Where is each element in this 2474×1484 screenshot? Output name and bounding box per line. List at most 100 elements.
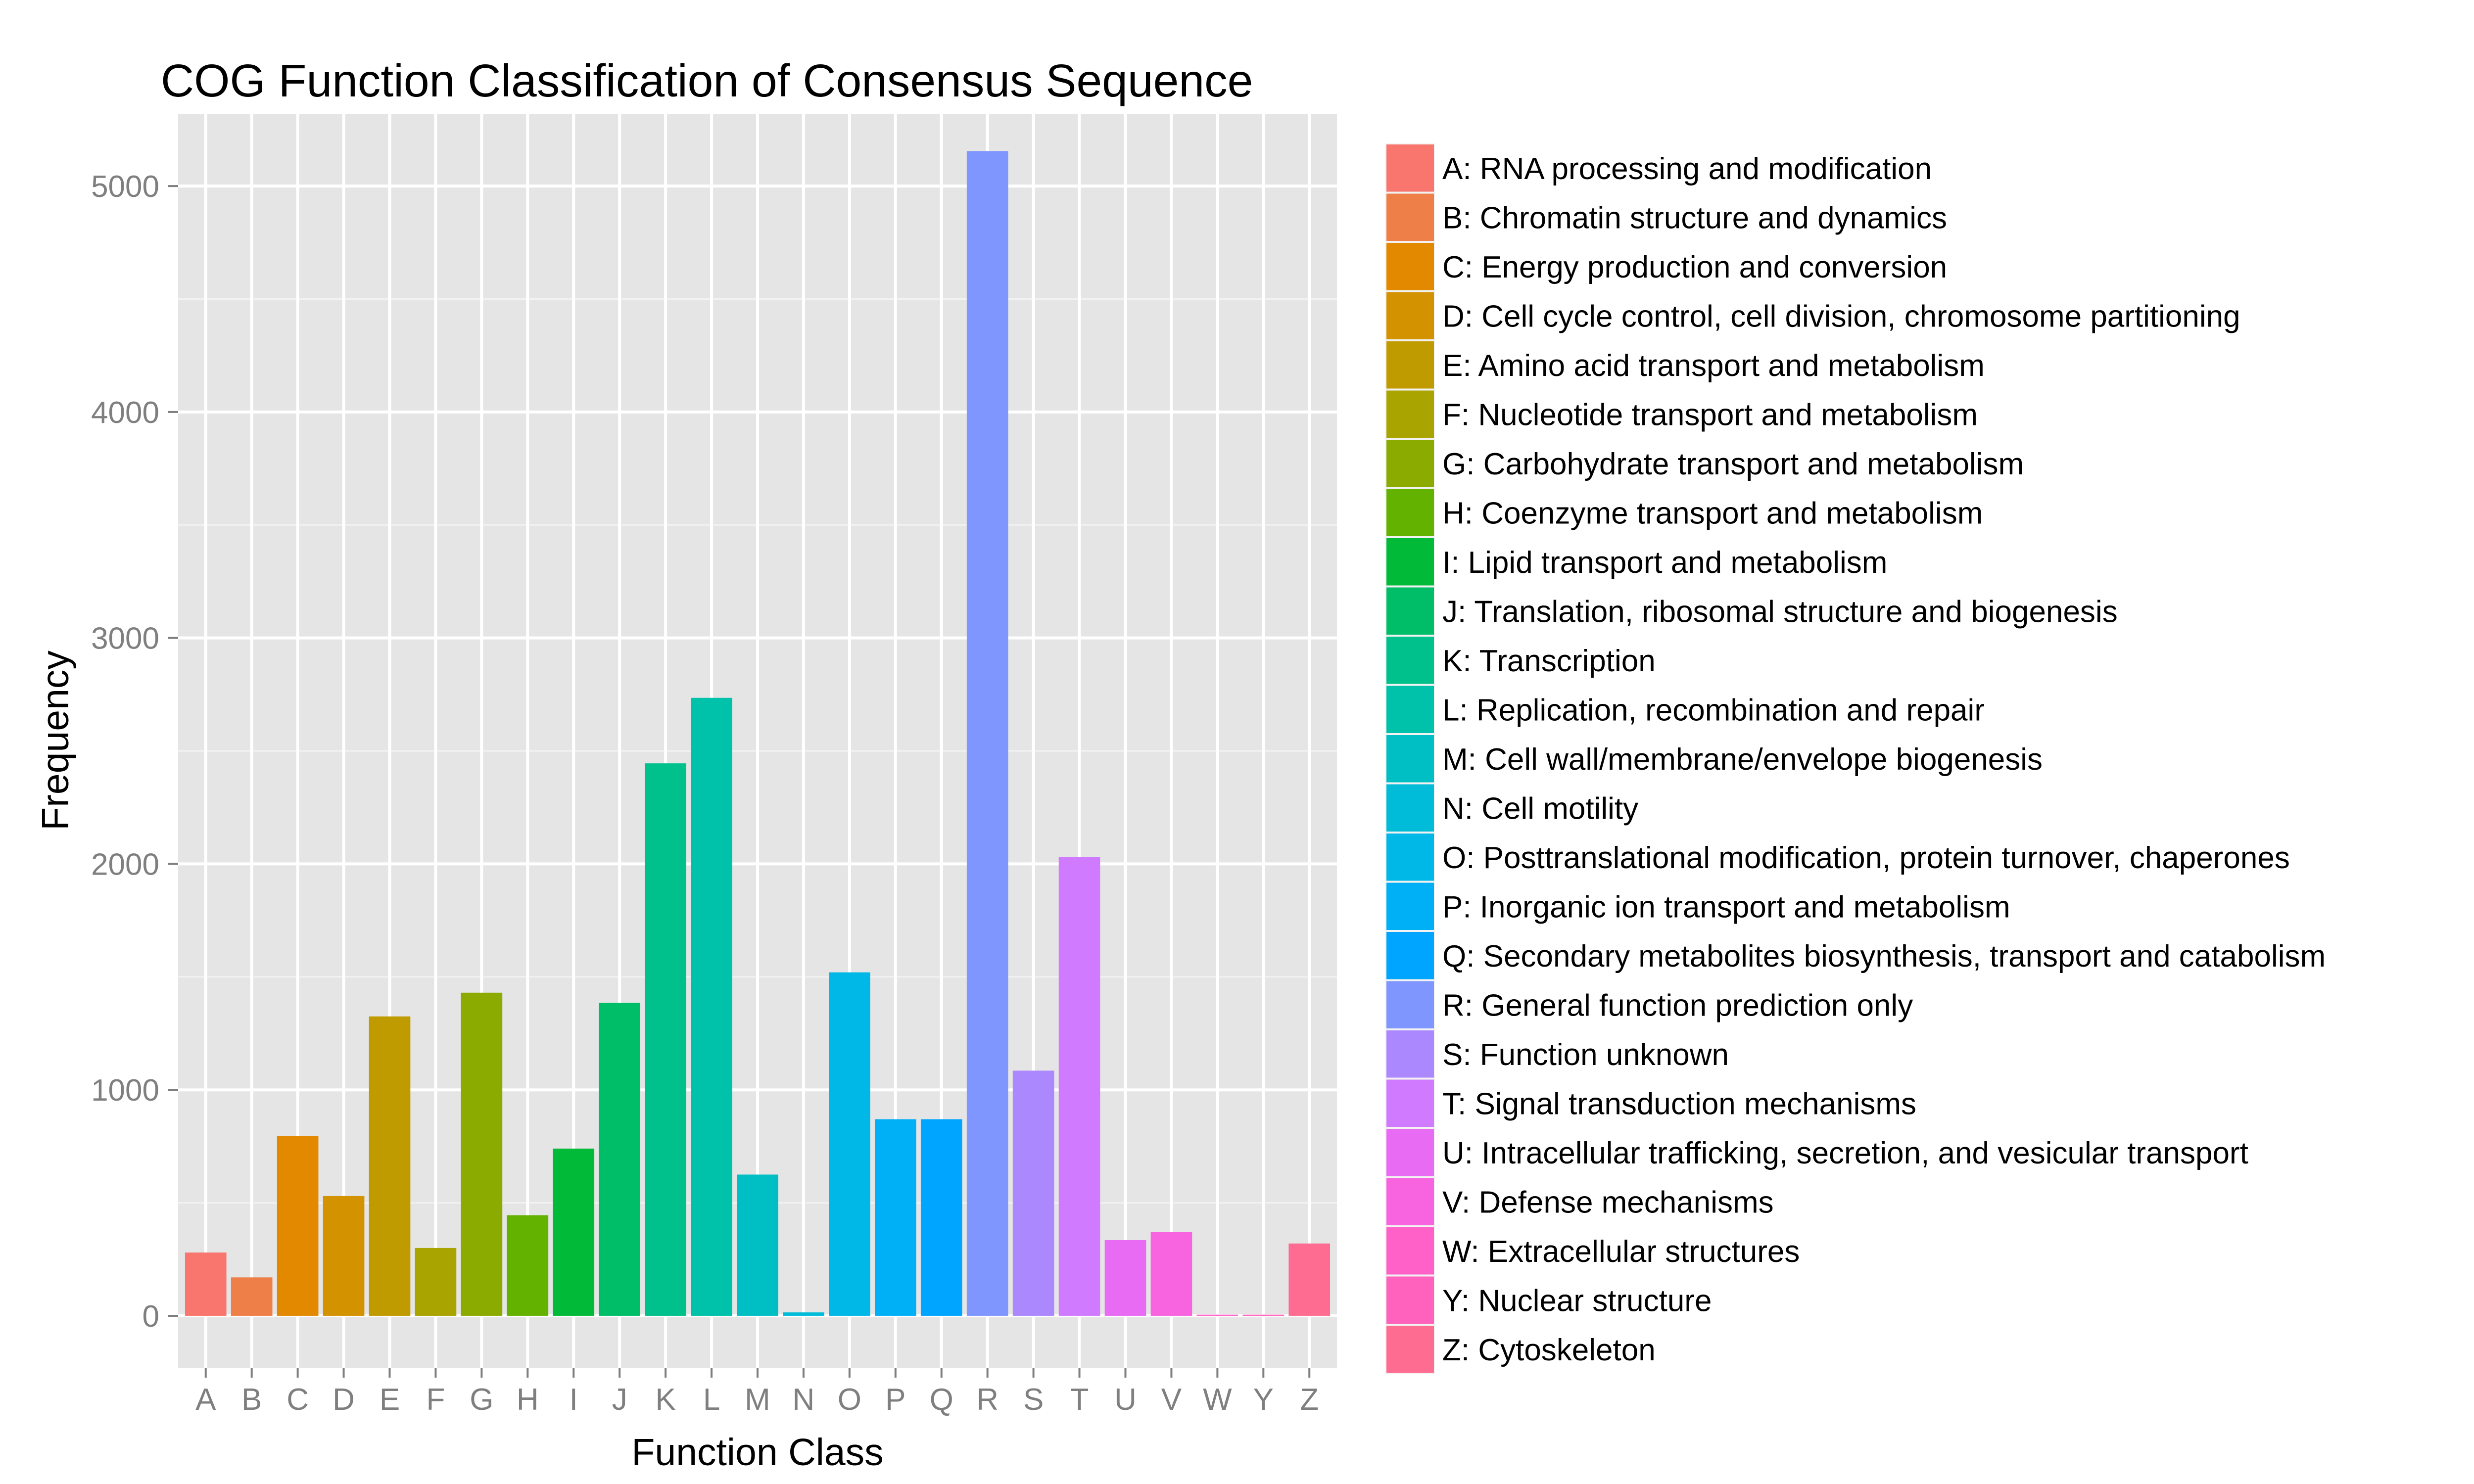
legend-label: G: Carbohydrate transport and metabolism bbox=[1442, 447, 2024, 481]
legend-key-I bbox=[1386, 538, 1434, 586]
bar-I bbox=[553, 1148, 595, 1316]
legend-key-C bbox=[1386, 243, 1434, 290]
legend-label: L: Replication, recombination and repair bbox=[1442, 693, 1985, 727]
x-tick-label: D bbox=[333, 1383, 355, 1417]
legend-label: S: Function unknown bbox=[1442, 1038, 1729, 1072]
x-tick-label: B bbox=[241, 1383, 262, 1417]
legend-label: I: Lipid transport and metabolism bbox=[1442, 546, 1887, 580]
bar-P bbox=[874, 1119, 916, 1316]
bar-V bbox=[1150, 1232, 1192, 1316]
x-tick-label: Y bbox=[1253, 1383, 1274, 1417]
legend-label: H: Coenzyme transport and metabolism bbox=[1442, 496, 1983, 530]
legend-key-V bbox=[1386, 1178, 1434, 1225]
x-tick-label: Q bbox=[930, 1383, 953, 1417]
x-tick-label: C bbox=[286, 1383, 309, 1417]
x-tick-label: A bbox=[195, 1383, 216, 1417]
legend-key-Z bbox=[1386, 1326, 1434, 1373]
x-tick-label: M bbox=[745, 1383, 770, 1417]
legend-label: P: Inorganic ion transport and metabolis… bbox=[1442, 890, 2010, 924]
bar-K bbox=[645, 763, 686, 1316]
x-tick-label: F bbox=[427, 1383, 445, 1417]
bar-J bbox=[599, 1003, 641, 1316]
bar-Y bbox=[1242, 1314, 1285, 1316]
legend-key-D bbox=[1386, 292, 1434, 339]
bar-M bbox=[737, 1174, 778, 1316]
x-tick-label: V bbox=[1161, 1383, 1182, 1417]
y-tick-label: 1000 bbox=[91, 1073, 159, 1108]
bar-H bbox=[507, 1215, 549, 1316]
legend-key-Y bbox=[1386, 1276, 1434, 1324]
legend-key-N bbox=[1386, 784, 1434, 832]
bar-D bbox=[323, 1196, 365, 1316]
legend-key-M bbox=[1386, 735, 1434, 783]
x-tick-label: G bbox=[470, 1383, 493, 1417]
legend-label: Z: Cytoskeleton bbox=[1442, 1333, 1656, 1367]
legend-key-A bbox=[1386, 144, 1434, 192]
y-axis-title: Frequency bbox=[34, 650, 77, 831]
legend-key-T bbox=[1386, 1079, 1434, 1127]
x-tick-label: T bbox=[1070, 1383, 1089, 1417]
y-tick-label: 3000 bbox=[91, 622, 159, 656]
y-tick-label: 2000 bbox=[91, 847, 159, 881]
bar-U bbox=[1104, 1240, 1146, 1316]
legend-key-W bbox=[1386, 1227, 1434, 1275]
bars-layer bbox=[185, 151, 1331, 1316]
legend-key-F bbox=[1386, 390, 1434, 438]
legend-label: N: Cell motility bbox=[1442, 791, 1638, 826]
bar-L bbox=[691, 697, 732, 1316]
legend-key-L bbox=[1386, 686, 1434, 733]
bar-A bbox=[185, 1252, 227, 1316]
legend-key-G bbox=[1386, 440, 1434, 487]
legend-label: U: Intracellular trafficking, secretion,… bbox=[1442, 1136, 2248, 1170]
bar-O bbox=[829, 972, 870, 1316]
legend-label: K: Transcription bbox=[1442, 644, 1656, 678]
y-tick-label: 5000 bbox=[91, 170, 159, 204]
legend-key-J bbox=[1386, 587, 1434, 635]
legend-label: E: Amino acid transport and metabolism bbox=[1442, 349, 1985, 383]
bar-T bbox=[1058, 857, 1100, 1316]
x-tick-label: W bbox=[1203, 1383, 1232, 1417]
bar-B bbox=[231, 1277, 273, 1316]
legend-label: R: General function prediction only bbox=[1442, 988, 1913, 1022]
bar-F bbox=[415, 1248, 457, 1316]
bar-W bbox=[1196, 1314, 1238, 1316]
x-tick-label: J bbox=[612, 1383, 627, 1417]
y-tick-label: 0 bbox=[143, 1299, 159, 1334]
bar-G bbox=[461, 992, 503, 1316]
chart-title: COG Function Classification of Consensus… bbox=[161, 55, 1253, 106]
bar-Z bbox=[1288, 1243, 1331, 1316]
legend-label: M: Cell wall/membrane/envelope biogenesi… bbox=[1442, 742, 2043, 777]
legend-key-H bbox=[1386, 489, 1434, 536]
legend-key-R bbox=[1386, 981, 1434, 1028]
x-tick-label: U bbox=[1114, 1383, 1137, 1417]
x-tick-label: S bbox=[1023, 1383, 1044, 1417]
bar-S bbox=[1012, 1070, 1054, 1316]
y-axis: 0 1000 2000 3000 4000 5000 bbox=[91, 170, 178, 1334]
legend-label: C: Energy production and conversion bbox=[1442, 250, 1947, 284]
x-tick-label: E bbox=[380, 1383, 400, 1417]
legend-label: J: Translation, ribosomal structure and … bbox=[1442, 595, 2118, 629]
legend-key-S bbox=[1386, 1030, 1434, 1078]
bar-R bbox=[966, 151, 1008, 1316]
legend-key-E bbox=[1386, 341, 1434, 389]
legend-label: D: Cell cycle control, cell division, ch… bbox=[1442, 299, 2240, 333]
x-tick-label: N bbox=[793, 1383, 815, 1417]
legend-label: Q: Secondary metabolites biosynthesis, t… bbox=[1442, 939, 2326, 974]
x-tick-label: O bbox=[838, 1383, 861, 1417]
legend-key-B bbox=[1386, 193, 1434, 241]
x-tick-label: P bbox=[885, 1383, 905, 1417]
x-axis-title: Function Class bbox=[631, 1431, 883, 1474]
x-tick-label: I bbox=[570, 1383, 578, 1417]
legend-label: O: Posttranslational modification, prote… bbox=[1442, 841, 2290, 875]
legend-label: V: Defense mechanisms bbox=[1442, 1185, 1774, 1219]
bar-Q bbox=[920, 1119, 962, 1316]
bar-E bbox=[369, 1016, 411, 1316]
legend: A: RNA processing and modification B: Chr… bbox=[1385, 143, 2326, 1374]
legend-label: Y: Nuclear structure bbox=[1442, 1284, 1712, 1318]
bar-N bbox=[783, 1312, 824, 1316]
legend-label: F: Nucleotide transport and metabolism bbox=[1442, 398, 1978, 432]
legend-label: B: Chromatin structure and dynamics bbox=[1442, 201, 1947, 235]
legend-key-O bbox=[1386, 834, 1434, 881]
